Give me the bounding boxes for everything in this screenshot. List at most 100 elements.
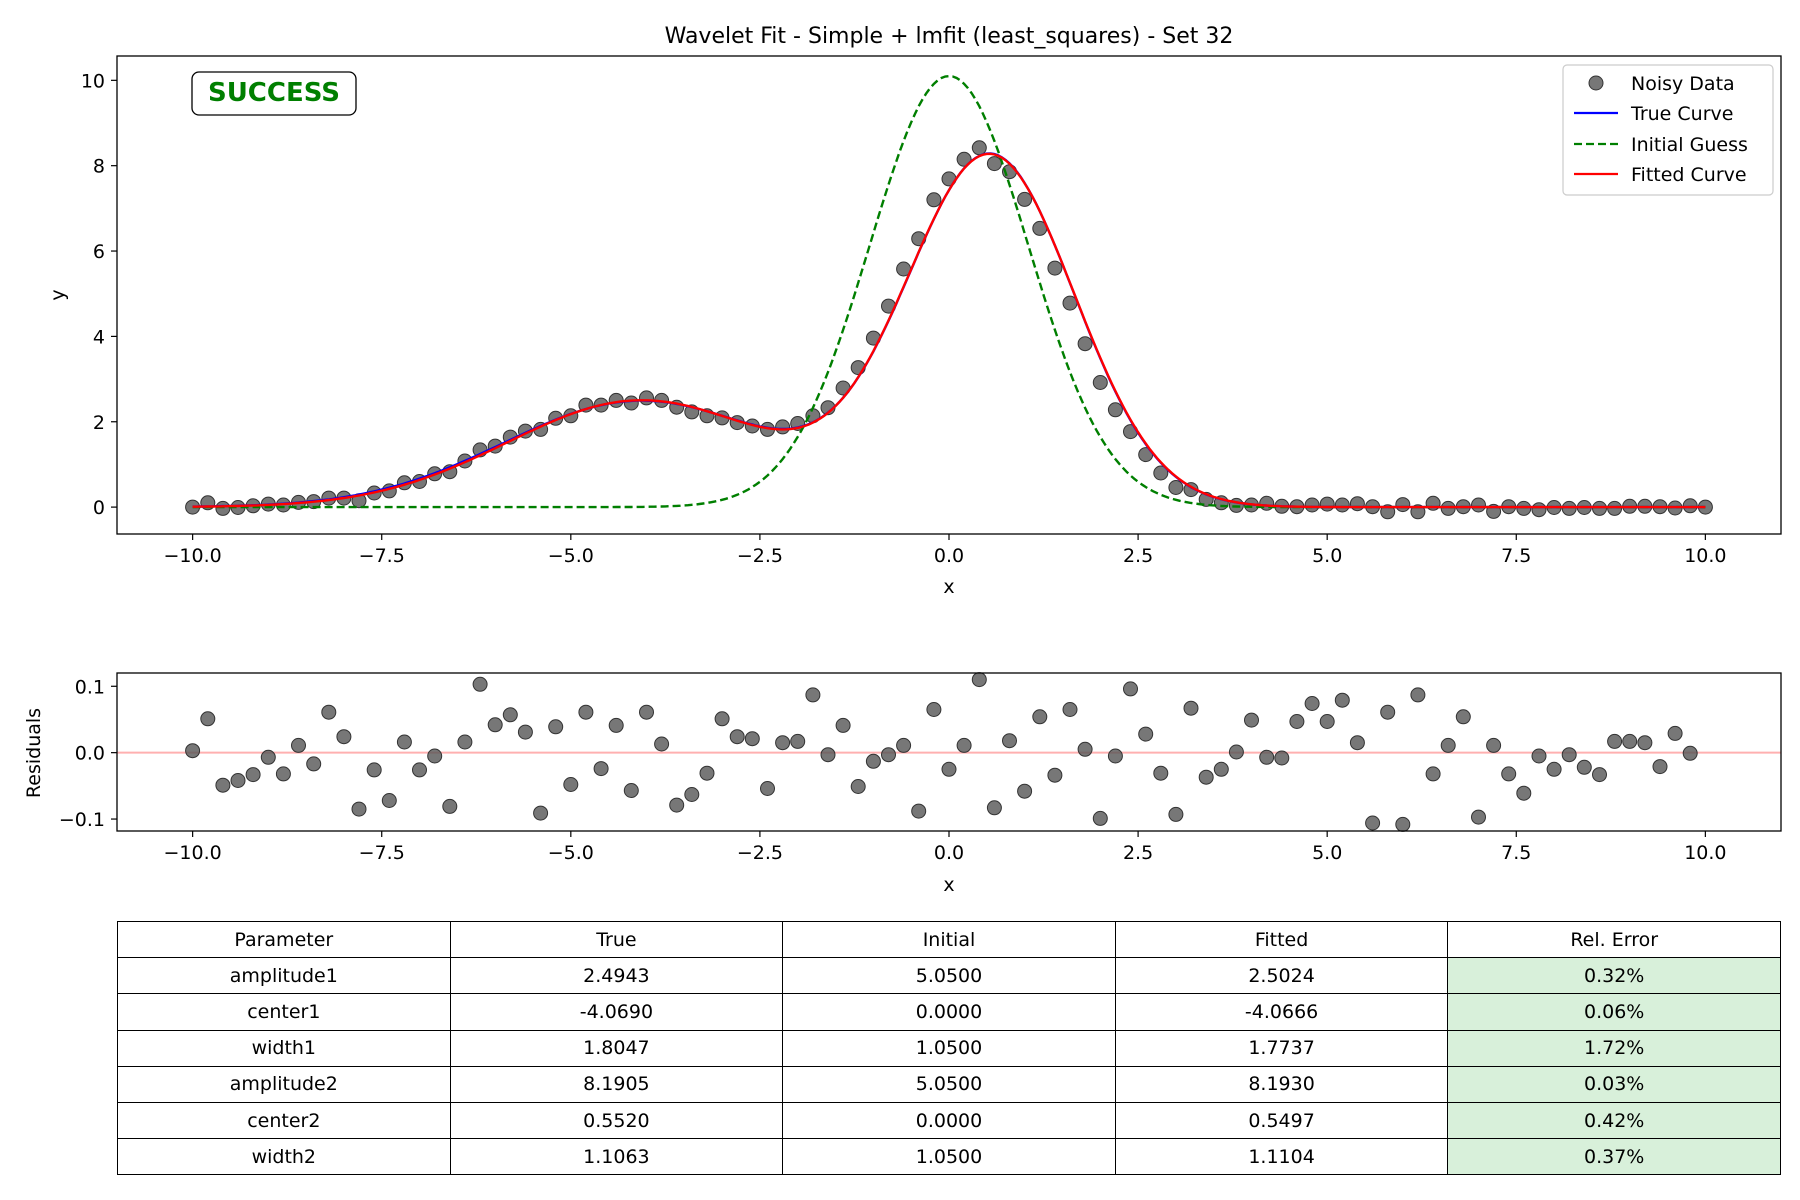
residual-point: [1077, 741, 1093, 757]
residuals-x-ticks: −10.0 −7.5 −5.0 −2.5 0.0 2.5 5.0 7.5 10.0: [164, 831, 1727, 864]
table-cell-true: 1.8047: [449, 1029, 784, 1067]
noisy-data-point: [1092, 375, 1108, 390]
residual-point: [185, 743, 201, 759]
residual-point: [926, 702, 942, 717]
x-tick-label: −2.5: [737, 545, 783, 567]
residual-point: [245, 767, 261, 783]
residual-point: [1213, 761, 1229, 777]
x-tick-label: 7.5: [1501, 545, 1531, 567]
noisy-data-point: [1395, 497, 1411, 513]
legend: Noisy Data True Curve Initial Guess Fitt…: [1562, 64, 1774, 196]
residual-point: [1425, 766, 1441, 782]
x-tick-label: −2.5: [737, 842, 783, 864]
residual-point: [623, 783, 639, 798]
residual-point: [820, 747, 836, 763]
residual-point: [1259, 749, 1275, 765]
table-cell-fitted: 8.1930: [1114, 1065, 1449, 1103]
fitted-curve-line: [192, 152, 1706, 509]
true-curve-line: [192, 152, 1706, 509]
residual-point: [457, 734, 473, 750]
x-tick-label: 2.5: [1123, 842, 1153, 864]
x-tick-label: 0.0: [934, 545, 964, 567]
residual-point: [230, 773, 246, 788]
residual-point: [593, 761, 609, 777]
main-title: Wavelet Fit - Simple + lmfit (least_squa…: [665, 24, 1234, 49]
residual-point: [517, 724, 533, 740]
table-cell-initial: 1.0500: [782, 1029, 1116, 1067]
noisy-data-point: [971, 140, 987, 156]
y-tick-label: 0.0: [75, 743, 105, 765]
residual-point: [533, 805, 549, 821]
residual-point: [1652, 759, 1668, 775]
noisy-data-point: [956, 151, 972, 167]
residual-point: [442, 798, 458, 814]
residual-point: [1107, 748, 1123, 764]
legend-label-true-curve: True Curve: [1630, 103, 1733, 125]
residual-point: [1168, 806, 1184, 822]
table-cell-true: 1.1063: [449, 1138, 784, 1176]
table-cell-fitted: 1.7737: [1114, 1029, 1449, 1067]
x-tick-label: 7.5: [1501, 842, 1531, 864]
legend-frame: [1562, 64, 1774, 196]
noisy-data-point: [1516, 500, 1532, 516]
residual-point: [427, 748, 443, 764]
residual-point: [1349, 735, 1365, 751]
residual-point: [260, 749, 276, 765]
table-cell-fitted: 2.5024: [1114, 957, 1449, 995]
residual-point: [971, 672, 987, 688]
residual-point: [1228, 744, 1244, 760]
residual-point: [1062, 702, 1078, 717]
noisy-data-point: [639, 390, 654, 406]
x-tick-label: 5.0: [1312, 842, 1342, 864]
residual-point: [1334, 692, 1350, 708]
residual-point: [714, 711, 730, 727]
residual-point: [321, 704, 337, 720]
main-y-label: y: [47, 289, 69, 300]
residual-point: [366, 762, 382, 778]
noisy-data-point: [1334, 497, 1350, 513]
x-tick-label: 10.0: [1684, 545, 1726, 567]
residual-point: [684, 787, 700, 802]
parameter-table: Parameter True Initial Fitted Rel. Error…: [117, 920, 1781, 1176]
table-cell-initial: 1.0500: [782, 1138, 1116, 1176]
residual-point: [881, 747, 896, 763]
main-axes-frame: [116, 55, 1782, 535]
status-text: SUCCESS: [208, 78, 340, 108]
residual-point: [1455, 709, 1471, 725]
residual-point: [396, 734, 412, 750]
noisy-data-point: [1531, 502, 1547, 518]
table-row: amplitude2 8.1905 5.0500 8.1930 0.03%: [117, 1065, 1781, 1103]
table-cell-rel-error: 0.06%: [1447, 993, 1781, 1031]
residual-point: [1123, 681, 1138, 697]
residual-point: [729, 729, 745, 745]
residuals-marks: [185, 672, 1698, 832]
residuals-plot: −10.0 −7.5 −5.0 −2.5 0.0 2.5 5.0 7.5 10.0 −0.1 0.…: [23, 672, 1782, 896]
main-x-label: x: [943, 576, 954, 598]
residual-point: [835, 717, 851, 733]
residual-point: [487, 717, 503, 733]
residual-point: [850, 779, 866, 794]
main-y-ticks: 0 2 4 6 8 10: [81, 70, 117, 519]
table-cell-rel-error: 0.42%: [1447, 1101, 1781, 1140]
residual-point: [608, 717, 624, 733]
residual-point: [760, 781, 775, 796]
residual-point: [896, 737, 912, 753]
residual-point: [1486, 737, 1502, 753]
x-tick-label: −10.0: [164, 545, 222, 567]
residual-point: [200, 711, 216, 727]
table-header-cell: Rel. Error: [1447, 920, 1781, 959]
residual-point: [1546, 761, 1562, 777]
residual-point: [1561, 747, 1577, 763]
residual-point: [1244, 712, 1259, 728]
table-cell-parameter: width1: [117, 1029, 451, 1067]
residual-point: [1017, 783, 1033, 799]
residual-point: [1501, 766, 1517, 782]
noisy-data-point: [775, 419, 791, 435]
y-tick-label: 0.1: [75, 676, 105, 698]
residual-point: [865, 753, 881, 769]
noisy-data-point: [1319, 496, 1335, 512]
x-tick-label: −7.5: [359, 545, 405, 567]
residual-point: [1092, 810, 1108, 826]
table-cell-initial: 5.0500: [782, 957, 1116, 995]
x-tick-label: 2.5: [1123, 545, 1153, 567]
